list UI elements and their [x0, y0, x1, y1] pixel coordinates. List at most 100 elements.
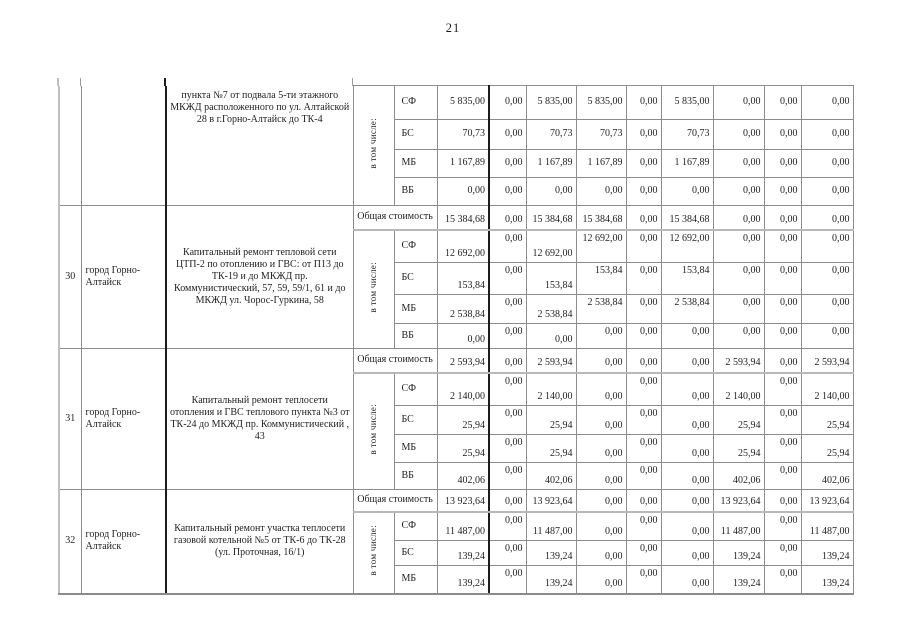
value-cell: 0,00 [763, 372, 802, 406]
value-cell: 11 487,00 [800, 511, 854, 541]
value-cell: 0,00 [488, 229, 527, 263]
value-cell: 2 140,00 [436, 372, 490, 406]
value-cell: 402,06 [800, 462, 854, 490]
value-cell: 139,24 [436, 565, 490, 595]
table-row: 32 город Горно-Алтайск Капитальный ремонт … [58, 489, 854, 595]
value-cell: 153,84 [436, 262, 490, 295]
value-cell: 0,00 [763, 229, 802, 263]
value-cell: 70,73 [436, 119, 490, 150]
in-total-cell: в том числе: [352, 372, 395, 490]
city-cell: город Горно-Алтайск [80, 348, 167, 490]
value-cell: 0,00 [625, 149, 662, 178]
value-cell: 1 167,89 [575, 149, 627, 178]
value-cell: 0,00 [660, 540, 714, 566]
table-row: ВБ 0,00 0,00 0,00 0,00 0,00 0,00 0,00 0,00 0,00 [59, 177, 854, 206]
value-cell: 0,00 [575, 405, 627, 435]
value-cell: 70,73 [525, 119, 577, 150]
value-cell: 0,00 [763, 565, 802, 595]
fund-label-cell: БС [393, 262, 438, 295]
value-cell: 0,00 [488, 565, 527, 595]
value-cell: 153,84 [525, 262, 577, 295]
value-cell: 0,00 [763, 405, 802, 435]
value-cell: 0,00 [525, 177, 577, 206]
value-cell: 2 140,00 [712, 372, 765, 406]
value-cell: 0,00 [660, 565, 714, 595]
value-cell: 25,94 [525, 405, 577, 435]
total-cost-label: Общая стоимость [352, 205, 438, 231]
city-cell: город Горно-Алтайск [80, 205, 167, 349]
value-cell: 11 487,00 [436, 511, 490, 541]
value-cell: 139,24 [800, 540, 854, 566]
value-cell: 0,00 [575, 177, 627, 206]
value-cell: 0,00 [763, 149, 802, 178]
value-cell: 2 538,84 [436, 294, 490, 324]
value-cell: 0,00 [763, 348, 802, 374]
value-cell: 0,00 [625, 489, 662, 513]
fund-label-cell: МБ [393, 294, 438, 324]
value-cell: 402,06 [436, 462, 490, 490]
value-cell: 0,00 [488, 323, 527, 349]
value-cell: 0,00 [763, 294, 802, 324]
value-cell: 0,00 [575, 489, 627, 513]
value-cell: 11 487,00 [525, 511, 577, 541]
table-row: МБ 2 538,84 0,00 2 538,84 2 538,84 0,00 2 538,… [59, 294, 854, 324]
value-cell: 0,00 [800, 229, 854, 263]
total-cost-label: Общая стоимость [352, 348, 438, 374]
value-cell: 0,00 [763, 540, 802, 566]
fund-label-cell: ВБ [393, 323, 438, 349]
fund-label-cell: МБ [393, 149, 438, 178]
page-break-line-stub [164, 78, 166, 86]
value-cell: 0,00 [625, 262, 662, 295]
value-cell: 0,00 [660, 462, 714, 490]
value-cell: 25,94 [712, 405, 765, 435]
value-cell: 0,00 [488, 489, 527, 513]
cost-table-body: пункта №7 от подвала 5-ти этажного МКЖД … [58, 85, 854, 595]
value-cell: 0,00 [575, 565, 627, 595]
value-cell: 0,00 [763, 177, 802, 206]
value-cell: 5 835,00 [436, 85, 490, 120]
value-cell: 13 923,64 [436, 489, 490, 513]
value-cell: 0,00 [763, 462, 802, 490]
value-cell: 2 538,84 [525, 294, 577, 324]
description-cell: Капитальный ремонт тепловой сети ЦТП-2 п… [165, 205, 354, 349]
value-cell: 0,00 [488, 348, 527, 374]
value-cell: 139,24 [436, 540, 490, 566]
value-cell: 0,00 [712, 119, 765, 150]
value-cell: 0,00 [625, 372, 662, 406]
value-cell: 0,00 [488, 149, 527, 178]
value-cell: 0,00 [712, 205, 765, 231]
value-cell: 0,00 [712, 177, 765, 206]
value-cell: 12 692,00 [575, 229, 627, 263]
description-cell: Капитальный ремонт теплосети отопления и… [165, 348, 354, 490]
value-cell: 0,00 [575, 462, 627, 490]
value-cell: 12 692,00 [660, 229, 714, 263]
value-cell: 139,24 [525, 540, 577, 566]
value-cell: 13 923,64 [712, 489, 765, 513]
value-cell: 0,00 [800, 85, 854, 120]
table-row: МБ 139,24 0,00 139,24 0,00 0,00 0,00 139,24 0,00… [59, 565, 854, 595]
value-cell: 0,00 [625, 511, 662, 541]
value-cell: 2 538,84 [660, 294, 714, 324]
value-cell: 0,00 [625, 462, 662, 490]
value-cell: 13 923,64 [800, 489, 854, 513]
value-cell: 0,00 [712, 149, 765, 178]
value-cell: 0,00 [488, 294, 527, 324]
value-cell: 0,00 [625, 294, 662, 324]
value-cell: 0,00 [625, 434, 662, 463]
value-cell: 0,00 [800, 119, 854, 150]
value-cell: 1 167,89 [525, 149, 577, 178]
value-cell: 0,00 [575, 348, 627, 374]
value-cell: 0,00 [488, 540, 527, 566]
page-number: 21 [445, 21, 461, 35]
row-number-cell [58, 85, 82, 206]
cost-table: пункта №7 от подвала 5-ти этажного МКЖД … [58, 85, 854, 595]
row-number-cell: 31 [58, 348, 82, 490]
value-cell: 2 140,00 [800, 372, 854, 406]
total-cost-label: Общая стоимость [352, 489, 438, 513]
value-cell: 139,24 [712, 565, 765, 595]
value-cell: 0,00 [488, 85, 527, 120]
fund-label-cell: МБ [393, 565, 438, 595]
value-cell: 402,06 [525, 462, 577, 490]
row-number-cell: 30 [58, 205, 82, 349]
fund-label-cell: ВБ [393, 177, 438, 206]
